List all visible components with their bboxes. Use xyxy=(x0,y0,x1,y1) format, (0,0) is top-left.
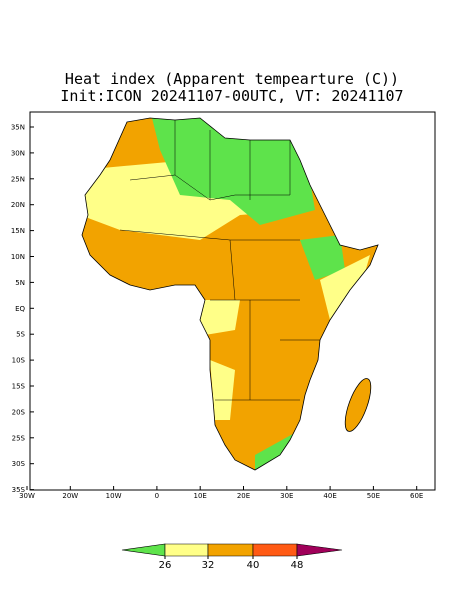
title-line: Heat index (Apparent tempearture (C)) xyxy=(65,70,399,88)
lat-label: 10N xyxy=(11,253,25,261)
lat-label: 5S xyxy=(16,331,25,339)
lat-label: 15N xyxy=(11,227,25,235)
lon-label: 30W xyxy=(19,492,35,500)
lat-label: EQ xyxy=(15,305,25,313)
legend-swatch xyxy=(164,543,209,557)
legend-swatch xyxy=(252,543,298,557)
legend-label: 48 xyxy=(291,560,304,571)
legend-swatch xyxy=(296,543,343,557)
lat-label: 10S xyxy=(12,357,26,365)
lon-label: 50E xyxy=(367,492,380,500)
lat-label: 25S xyxy=(12,434,26,442)
lon-label: 10W xyxy=(106,492,122,500)
legend-label: 26 xyxy=(159,560,172,571)
coastline xyxy=(81,117,379,471)
legend-label: 32 xyxy=(202,560,215,571)
lon-label: 0 xyxy=(155,492,159,500)
title-line: Init:ICON 20241107-00UTC, VT: 20241107 xyxy=(60,87,403,105)
legend-swatch xyxy=(121,543,166,557)
lat-label: 20N xyxy=(11,201,25,209)
lat-label: 15S xyxy=(12,383,26,391)
madagascar xyxy=(344,378,372,432)
lat-label: 5N xyxy=(15,279,25,287)
lat-label: 25N xyxy=(11,175,25,183)
lon-label: 40E xyxy=(323,492,336,500)
lat-label: 30S xyxy=(12,460,26,468)
lon-label: 60E xyxy=(410,492,423,500)
legend-label: 40 xyxy=(247,560,260,571)
lon-label: 20W xyxy=(62,492,78,500)
lat-label: 30N xyxy=(11,149,25,157)
borders xyxy=(119,120,320,401)
lon-label: 20E xyxy=(237,492,250,500)
legend-swatch xyxy=(207,543,254,557)
lon-label: 30E xyxy=(280,492,293,500)
lon-label: 10E xyxy=(194,492,207,500)
lat-label: 35N xyxy=(11,124,25,132)
lat-label: 35S xyxy=(12,486,26,494)
lat-label: 20S xyxy=(12,408,26,416)
